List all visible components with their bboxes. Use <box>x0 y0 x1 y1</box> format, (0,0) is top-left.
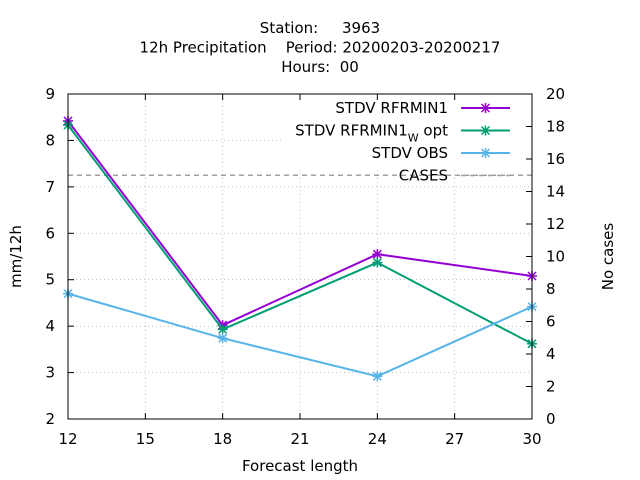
y2-tick-label: 20 <box>546 85 565 103</box>
y-tick-label: 5 <box>45 271 55 289</box>
data-point <box>372 257 383 268</box>
title-line: Station: 3963 <box>260 19 380 37</box>
y-tick-label: 3 <box>45 364 55 382</box>
y2-axis-label: No cases <box>599 223 617 291</box>
y2-tick-label: 16 <box>546 150 565 168</box>
y-tick-label: 6 <box>45 224 55 242</box>
y2-tick-label: 12 <box>546 215 565 233</box>
grid-lines <box>68 94 532 419</box>
data-point <box>217 324 228 335</box>
y-tick-label: 9 <box>45 85 55 103</box>
x-axis-label: Forecast length <box>242 457 358 475</box>
legend-label: STDV OBS <box>372 144 448 162</box>
legend-label: STDV RFRMIN1W opt <box>295 122 448 145</box>
legend-marker <box>480 148 491 158</box>
series-line-0 <box>67 120 533 327</box>
x-tick-label: 12 <box>58 430 77 448</box>
y2-tick-label: 14 <box>546 183 565 201</box>
y2-tick-label: 18 <box>546 118 565 136</box>
x-tick-label: 21 <box>290 430 309 448</box>
series-line-1 <box>67 124 533 345</box>
y-tick-label: 7 <box>45 178 55 196</box>
data-point <box>372 371 383 382</box>
data-point <box>217 333 228 344</box>
y2-tick-label: 2 <box>546 378 556 396</box>
legend-label: CASES <box>399 167 448 185</box>
legend-label: STDV RFRMIN1 <box>335 99 448 117</box>
x-tick-label: 18 <box>213 430 232 448</box>
legend-marker <box>480 125 491 136</box>
title-line: Hours: 00 <box>281 58 359 76</box>
series-line-2 <box>67 292 533 378</box>
y2-tick-label: 6 <box>546 313 556 331</box>
y2-tick-label: 0 <box>546 410 556 428</box>
y-tick-label: 8 <box>45 131 55 149</box>
x-tick-label: 27 <box>445 430 464 448</box>
y-tick-label: 2 <box>45 410 55 428</box>
y2-tick-label: 10 <box>546 248 565 266</box>
y-axis-label: mm/12h <box>7 225 25 288</box>
chart-title: Station: 3963 12h Precipitation Period: 2… <box>140 19 501 76</box>
x-tick-label: 24 <box>368 430 387 448</box>
y2-tick-label: 8 <box>546 280 556 298</box>
y2-tick-label: 4 <box>546 345 556 363</box>
title-line: 12h Precipitation Period: 20200203-20200… <box>140 39 501 57</box>
x-tick-label: 15 <box>136 430 155 448</box>
y-tick-label: 4 <box>45 317 55 335</box>
x-tick-label: 30 <box>522 430 541 448</box>
data-point <box>372 249 383 260</box>
data-series <box>63 115 537 382</box>
legend-marker <box>480 103 491 113</box>
